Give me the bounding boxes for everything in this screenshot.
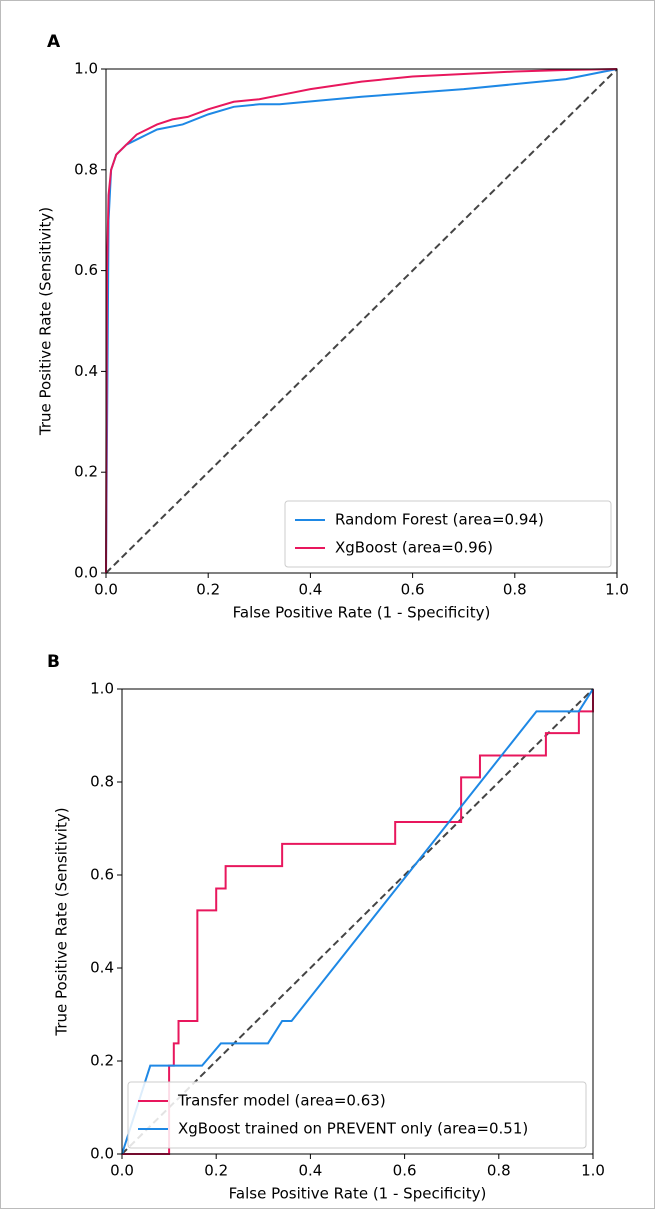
roc-curve: [122, 689, 594, 1155]
y-tick-label: 0.2: [74, 463, 98, 481]
y-tick-label: 0.0: [90, 1145, 114, 1163]
panel-label: A: [47, 32, 61, 52]
x-tick-label: 0.8: [487, 1162, 511, 1180]
roc-curve: [121, 688, 594, 1155]
y-tick-label: 0.4: [90, 959, 114, 977]
legend-label: Transfer model (area=0.63): [177, 1092, 386, 1110]
legend-label: XgBoost trained on PREVENT only (area=0.…: [178, 1120, 528, 1138]
y-tick-label: 0.8: [90, 773, 114, 791]
legend-label: XgBoost (area=0.96): [335, 539, 493, 557]
x-tick-label: 0.6: [393, 1162, 417, 1180]
x-axis-label: False Positive Rate (1 - Specificity): [229, 1185, 487, 1203]
x-tick-label: 0.4: [298, 581, 322, 599]
y-tick-label: 0.4: [74, 362, 98, 380]
x-tick-label: 0.4: [298, 1162, 322, 1180]
x-tick-label: 0.2: [196, 581, 220, 599]
x-tick-label: 0.2: [204, 1162, 228, 1180]
plot-border: [121, 688, 594, 1155]
roc-curve: [105, 68, 618, 574]
y-axis-label: True Positive Rate (Sensitivity): [53, 807, 71, 1036]
x-tick-label: 0.0: [94, 581, 118, 599]
x-tick-label: 0.8: [503, 581, 527, 599]
plot-border: [105, 68, 618, 574]
panel-label: B: [47, 652, 60, 672]
x-tick-label: 1.0: [581, 1162, 605, 1180]
y-tick-label: 0.8: [74, 160, 98, 178]
y-tick-label: 0.0: [74, 564, 98, 582]
x-tick-label: 0.6: [401, 581, 425, 599]
y-tick-label: 1.0: [74, 60, 98, 78]
legend-label: Random Forest (area=0.94): [335, 511, 544, 529]
y-tick-label: 0.6: [74, 261, 98, 279]
y-axis-label: True Positive Rate (Sensitivity): [37, 207, 55, 436]
diagonal: [105, 68, 618, 574]
legend-box: [127, 1081, 587, 1149]
y-tick-label: 0.2: [90, 1052, 114, 1070]
y-tick-label: 1.0: [90, 680, 114, 698]
x-tick-label: 0.0: [110, 1162, 134, 1180]
x-tick-label: 1.0: [605, 581, 629, 599]
diagonal: [121, 688, 594, 1155]
legend-box: [284, 500, 612, 568]
x-axis-label: False Positive Rate (1 - Specificity): [233, 604, 491, 622]
y-tick-label: 0.6: [90, 866, 114, 884]
